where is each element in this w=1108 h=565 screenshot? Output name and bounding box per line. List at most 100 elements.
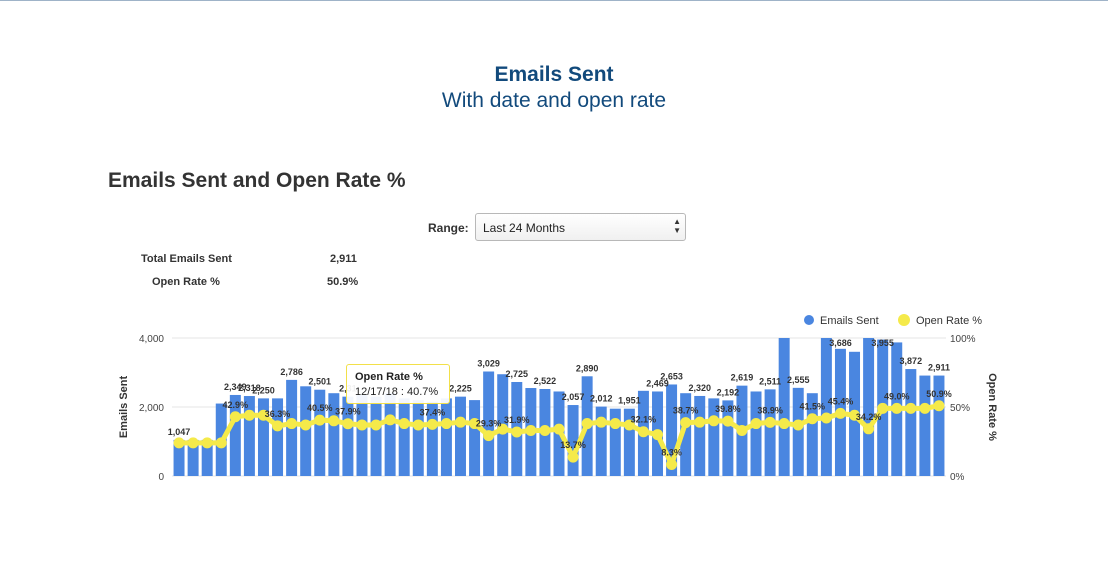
line-data-label: 36.3% [265, 409, 291, 419]
open-rate-point [567, 451, 579, 463]
open-rate-point [314, 414, 326, 426]
bar-data-label: 2,786 [280, 367, 303, 377]
open-rate-point [187, 437, 199, 449]
bar [314, 389, 326, 476]
legend-label-open-rate: Open Rate % [916, 315, 982, 327]
open-rate-point [511, 426, 523, 438]
bar [243, 396, 255, 476]
card-title: Emails Sent and Open Rate % [108, 169, 406, 192]
left-axis-tick: 4,000 [139, 334, 164, 345]
line-data-label: 8.3% [661, 448, 682, 458]
line-data-label: 13.7% [560, 440, 586, 450]
open-rate-point [722, 415, 734, 427]
open-rate-point [666, 459, 678, 471]
open-rate-point [792, 419, 804, 431]
bar-data-label: 2,511 [759, 376, 781, 386]
open-rate-point [469, 418, 481, 430]
bar [778, 338, 790, 476]
bar [412, 400, 424, 476]
right-axis-title: Open Rate % [986, 373, 998, 441]
bar [426, 401, 438, 476]
bar-data-label: 2,653 [660, 371, 683, 381]
bar [764, 389, 776, 476]
open-rate-point [483, 430, 495, 442]
bar [300, 386, 312, 476]
open-rate-point [820, 412, 832, 424]
line-data-label: 42.9% [223, 400, 249, 410]
bar-data-label: 3,955 [871, 338, 894, 348]
page-title: Emails Sent [494, 63, 614, 86]
right-axis-tick: 0% [950, 472, 965, 483]
chart-tooltip: Open Rate % 12/17/18 : 40.7% [346, 364, 450, 404]
open-rate-point [384, 414, 396, 426]
line-data-label: 41.5% [800, 402, 826, 412]
open-rate-point [356, 419, 368, 431]
bar [483, 371, 495, 476]
line-data-label: 38.7% [673, 406, 699, 416]
open-rate-point [750, 418, 762, 430]
open-rate-point [834, 407, 846, 419]
bar [328, 393, 340, 476]
bar-data-label: 2,725 [506, 369, 529, 379]
line-data-label: 40.5% [307, 403, 333, 413]
open-rate-point [764, 416, 776, 428]
open-rate-point [370, 419, 382, 431]
open-rate-point [919, 402, 931, 414]
open-rate-point [243, 409, 255, 421]
open-rate-point [863, 423, 875, 435]
open-rate-point [272, 420, 284, 432]
top-divider [0, 0, 1108, 1]
open-rate-point [286, 418, 298, 430]
open-rate-point [891, 402, 903, 414]
bar [469, 400, 481, 476]
bar-data-label: 2,555 [787, 375, 810, 385]
line-data-label: 29.3% [476, 419, 502, 429]
range-label: Range: [428, 221, 469, 235]
legend-swatch-open-rate [898, 314, 910, 326]
total-emails-value: 2,911 [330, 253, 357, 265]
open-rate-point [454, 416, 466, 428]
bar-data-label: 2,320 [688, 383, 711, 393]
left-axis-tick: 2,000 [139, 403, 164, 414]
line-data-label: 49.0% [884, 391, 910, 401]
bar-data-label: 2,522 [534, 376, 557, 386]
bar [229, 394, 241, 476]
bar [680, 393, 692, 476]
open-rate-point [342, 418, 354, 430]
range-select[interactable]: Last 24 Months ▲ ▼ [475, 213, 686, 241]
bar [398, 398, 410, 476]
open-rate-value: 50.9% [327, 276, 359, 288]
open-rate-point [412, 419, 424, 431]
line-data-label: 32.1% [631, 415, 657, 425]
bar [455, 396, 466, 476]
line-data-label: 37.4% [420, 407, 446, 417]
bar [567, 405, 579, 476]
bar-data-label: 2,192 [717, 387, 740, 397]
bar [595, 406, 607, 476]
bar-data-label: 2,349 [224, 382, 247, 392]
bar [440, 398, 452, 476]
bar-data-label: 2,318 [238, 383, 261, 393]
line-data-label: 39.8% [715, 404, 741, 414]
bar-data-label: 2,225 [449, 384, 472, 394]
page-heading: Emails Sent With date and open rate [0, 62, 1108, 114]
bar-data-label: 2,501 [308, 377, 331, 387]
bar [933, 375, 945, 476]
line-data-label: 45.4% [828, 396, 854, 406]
open-rate-point [708, 415, 720, 427]
open-rate-point [173, 437, 185, 449]
open-rate-point [426, 418, 438, 430]
open-rate-label: Open Rate % [152, 276, 220, 288]
open-rate-point [497, 423, 509, 435]
bar [666, 384, 678, 476]
bar [919, 375, 931, 476]
bar [609, 408, 621, 476]
page-subtitle: With date and open rate [441, 89, 667, 112]
bar-data-label: 3,686 [829, 338, 852, 348]
open-rate-point [581, 418, 593, 430]
bar-data-label: 3,872 [900, 356, 923, 366]
legend-swatch-emails-sent [804, 315, 814, 325]
bar [750, 391, 762, 476]
bar-data-label: 2,911 [928, 363, 950, 373]
